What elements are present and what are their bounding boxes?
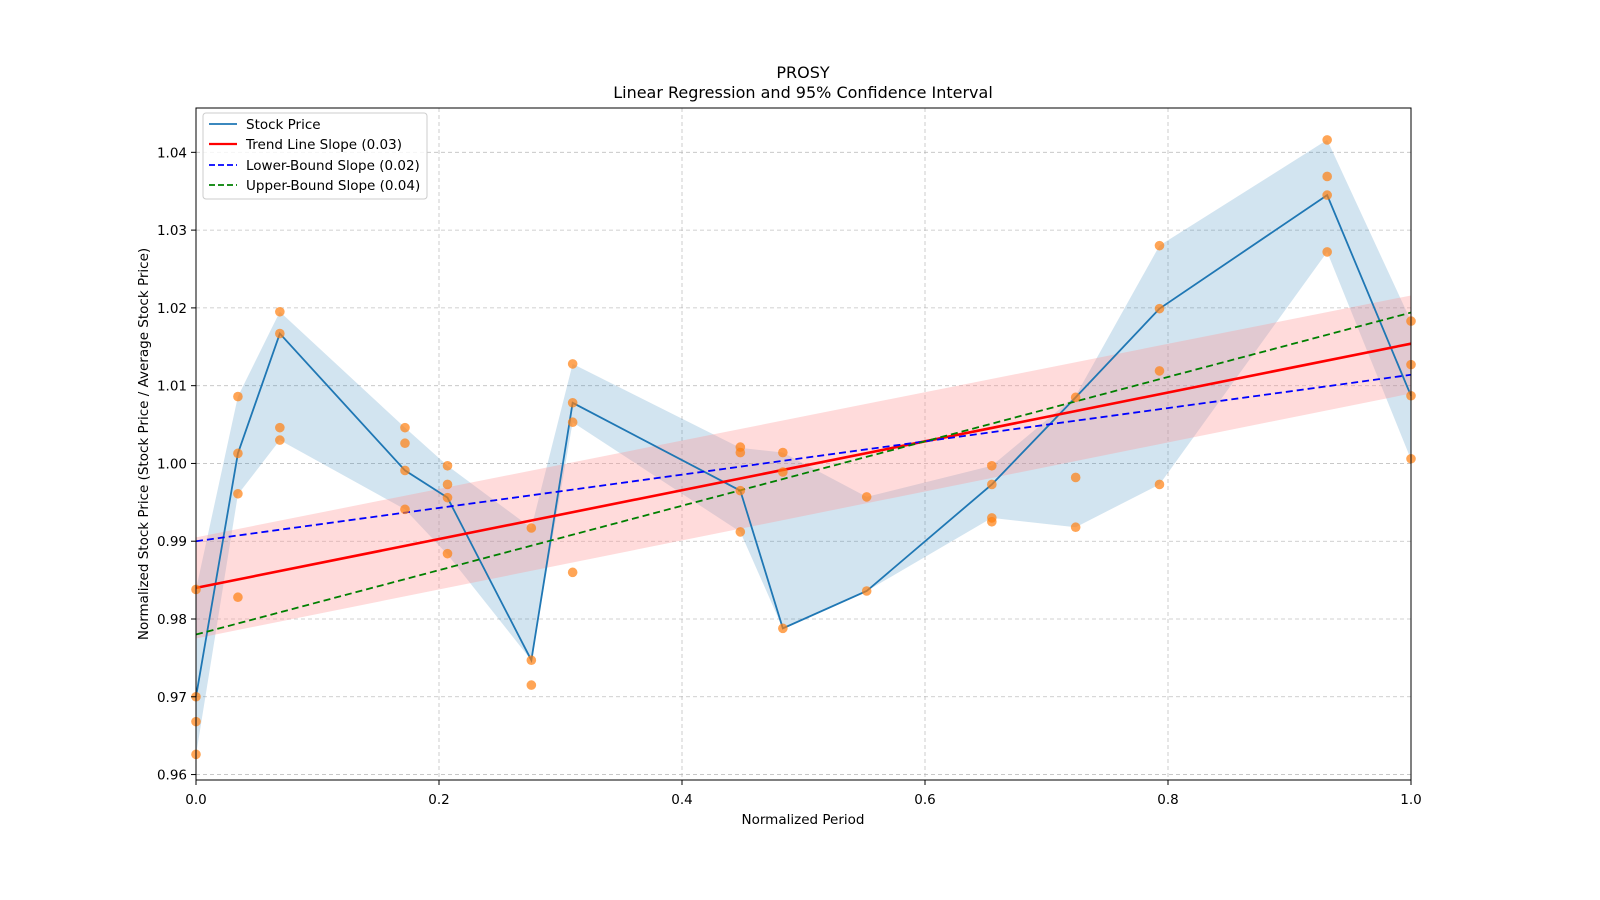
scatter-point [1322, 247, 1332, 257]
scatter-point [1070, 472, 1081, 483]
scatter-point [275, 422, 285, 433]
x-tick-label: 0.6 [914, 792, 935, 808]
scatter-point [275, 328, 285, 339]
scatter-point [735, 447, 746, 458]
scatter-point [861, 586, 872, 596]
scatter-point [526, 523, 537, 533]
scatter-point [1322, 171, 1332, 182]
y-tick-label: 1.02 [157, 301, 187, 317]
scatter-point [567, 567, 578, 578]
y-axis-ticks: 0.96 0.97 0.98 0.99 1.00 1.01 1.02 1.03 1.04 [157, 145, 196, 784]
legend-label-lower-bound: Lower-Bound Slope (0.02) [246, 158, 420, 174]
scatter-point [1154, 366, 1165, 376]
upper-bound-line [195, 311, 1412, 636]
scatter-point [275, 435, 285, 445]
y-tick-label: 1.00 [157, 456, 187, 472]
scatter-point [987, 516, 997, 527]
y-tick-label: 0.98 [157, 612, 187, 628]
x-axis-label: Normalized Period [742, 812, 865, 828]
scatter-point [987, 460, 997, 471]
legend-label-trend-line: Trend Line Slope (0.03) [245, 137, 402, 153]
y-tick-label: 1.01 [157, 379, 187, 395]
confidence-bands [196, 139, 1411, 756]
scatter-point [233, 448, 243, 459]
scatter-point [1154, 479, 1165, 490]
y-axis-label: Normalized Stock Price (Stock Price / Av… [136, 248, 152, 640]
scatter-point [778, 447, 788, 458]
x-tick-label: 1.0 [1400, 792, 1421, 808]
scatter-point [400, 465, 410, 476]
x-tick-label: 0.2 [428, 792, 449, 808]
chart-subtitle: Linear Regression and 95% Confidence Int… [613, 83, 993, 102]
scatter-point [861, 492, 872, 502]
scatter-point [526, 655, 537, 666]
scatter-point [567, 359, 578, 369]
x-tick-label: 0.0 [185, 792, 206, 808]
x-tick-label: 0.8 [1157, 792, 1178, 808]
scatter-point [233, 488, 243, 499]
scatter-point [1322, 135, 1332, 145]
scatter-point [442, 548, 453, 559]
scatter-point [1154, 240, 1165, 251]
scatter-point [400, 422, 410, 433]
scatter-point [1070, 392, 1081, 403]
chart-title: PROSY [776, 63, 830, 82]
scatter-point [1154, 303, 1165, 314]
scatter-point [567, 397, 578, 408]
scatter-point [735, 527, 746, 537]
legend-label-stock-price: Stock Price [246, 117, 321, 133]
y-tick-label: 1.04 [157, 145, 187, 161]
plot-frame [195, 107, 1412, 781]
x-tick-label: 0.4 [671, 792, 692, 808]
scatter-point [400, 504, 410, 515]
scatter-point [233, 592, 243, 603]
legend: Stock Price Trend Line Slope (0.03) Lowe… [202, 112, 428, 200]
scatter-point [233, 391, 243, 402]
trend-line [195, 342, 1412, 590]
y-tick-label: 1.03 [157, 223, 187, 239]
scatter-point [778, 623, 788, 634]
scatter-point [526, 680, 537, 690]
scatter-point [442, 479, 453, 490]
scatter-point [442, 492, 453, 503]
stock-price-confidence-band [196, 139, 1411, 756]
scatter-point [987, 479, 997, 490]
scatter-point [567, 417, 578, 428]
scatter-point [778, 467, 788, 477]
scatter-point [400, 438, 410, 449]
y-tick-label: 0.99 [157, 534, 187, 550]
y-tick-label: 0.97 [157, 690, 187, 706]
scatter-point [442, 460, 453, 471]
lower-bound-line [195, 373, 1412, 543]
legend-box [202, 112, 428, 200]
scatter-point [275, 306, 285, 317]
legend-label-upper-bound: Upper-Bound Slope (0.04) [246, 178, 420, 194]
x-axis-ticks: 0.0 0.2 0.4 0.6 0.8 1.0 [185, 780, 1422, 808]
scatter-point [1322, 190, 1332, 200]
scatter-point [735, 485, 746, 496]
scatter-point [1070, 522, 1081, 533]
y-tick-label: 0.96 [157, 768, 187, 784]
